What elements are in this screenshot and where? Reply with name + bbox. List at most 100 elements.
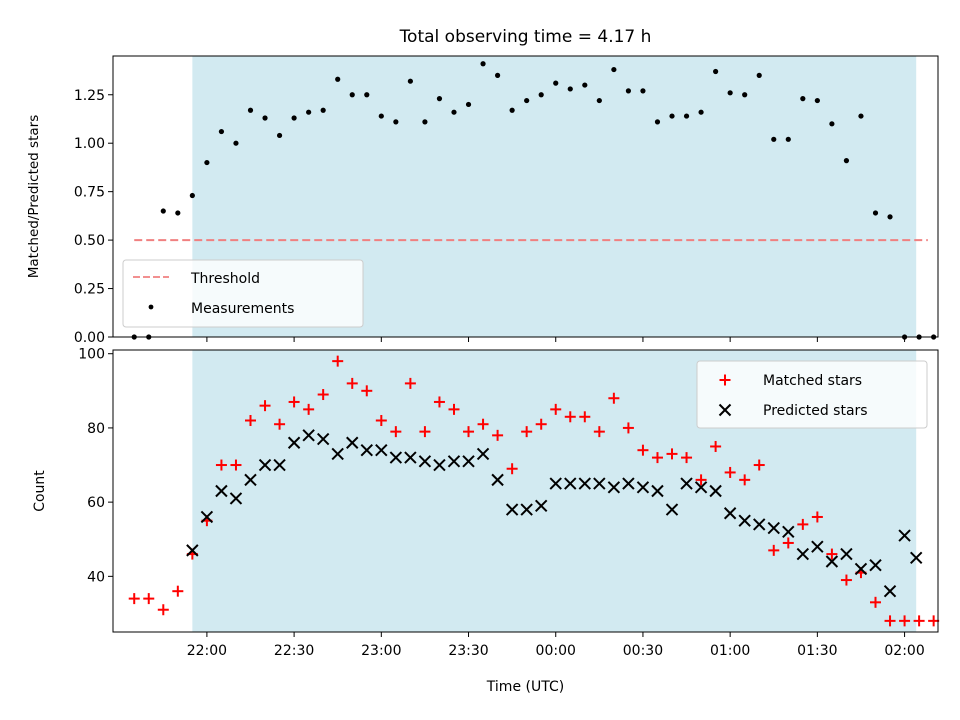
counts-legend-box [696,360,928,429]
measurement-point [480,61,486,67]
predicted-point [665,503,679,516]
time-x-axis: 22:00 22:30 23:00 23:30 00:00 00:30 01:00 01:30… [187,632,925,659]
ratio-panel: 0.00 0.25 0.50 0.75 1.00 1.25 Total observing… [26,27,939,346]
cross-stroke-b [753,518,766,531]
matched-point [492,429,504,441]
measurement-point [494,72,501,78]
matched-point [477,418,489,430]
legend-cross-mark [718,403,732,417]
measurement-point [393,119,399,125]
counts-legend: Matched stars Predicted stars [696,360,928,429]
predicted-point [462,455,475,468]
cross-stroke-b [723,507,737,520]
measurement-point [785,136,791,142]
measurement-point [640,88,646,94]
predicted-point [593,477,606,490]
counts-y-axis: 40 60 80 100 [78,347,113,585]
predicted-point [854,562,868,576]
matched-point [506,463,518,475]
predicted-point [375,443,388,457]
predicted-point [909,551,923,564]
predicted-point [258,458,272,472]
cross-stroke-b [883,584,897,598]
measurement-point [436,96,443,102]
measurement-point [262,115,268,121]
predicted-point [578,477,592,490]
predicted-point [273,458,286,472]
matched-point [579,411,591,423]
measurement-point [364,92,370,98]
cross-stroke-b [869,559,882,572]
measurement-point [858,113,864,119]
x-tick-label: 00:30 [623,643,663,659]
matched-point [419,426,431,438]
cross-stroke-b [909,551,923,564]
x-axis-label: Time (UTC) [486,679,564,695]
matched-point [681,452,693,464]
cross-stroke-b [244,473,257,487]
matched-point [143,593,155,605]
measurement-point [567,86,573,92]
x-tick-label: 22:30 [274,643,314,659]
matched-point [840,574,852,586]
legend-threshold-label: Threshold [190,271,260,287]
matched-point [695,474,707,486]
legend-measurements-label: Measurements [191,301,294,317]
predicted-point [200,510,214,524]
predicted-point [215,484,228,498]
cross-stroke-b [680,477,693,490]
predicted-point [622,477,635,490]
cross-stroke-b [622,477,635,490]
cross-stroke-b [346,436,359,449]
measurement-point [582,82,588,88]
ratio-x-axis [206,337,906,342]
measurement-point [320,107,326,113]
cross-stroke-b [840,547,853,561]
predicted-point [825,555,839,568]
matched-point [404,377,416,389]
cross-stroke-b [718,403,732,417]
measurement-point [669,113,675,119]
matched-point [593,426,605,438]
matched-point [782,537,794,549]
matched-point [375,415,387,426]
predicted-point [433,458,446,472]
measurement-point [451,109,457,115]
counts-y-axis-label: Count [32,470,48,512]
cross-stroke-b [302,429,315,442]
cross-stroke-b [389,451,403,464]
measurement-point [247,107,254,113]
measurement-point [233,140,239,146]
cross-stroke-b [186,544,199,557]
measurement-point [524,97,530,104]
ratio-legend: Threshold Measurements [122,259,364,328]
cross-stroke-b [898,529,911,542]
measurement-point [683,113,690,119]
matched-point [797,518,809,530]
cross-stroke-b [534,499,548,513]
cross-stroke-b [418,455,432,468]
x-tick-label: 00:00 [536,643,576,659]
measurement-point [814,97,820,104]
matched-point [535,418,547,430]
predicted-point [418,455,432,468]
matched-point [259,400,271,412]
matched-point [913,615,925,627]
measurement-point [378,113,384,119]
matched-point [317,389,329,401]
measurement-point [843,158,850,164]
cross-stroke-b [825,555,839,568]
legend-predicted-label: Predicted stars [763,403,868,419]
measurement-point [407,78,413,84]
matched-point [172,585,184,597]
predicted-point [680,477,693,490]
predicted-point [186,544,199,557]
predicted-point [229,492,243,505]
cross-stroke-b [782,525,795,539]
matched-point [739,474,751,486]
cross-stroke-b [520,503,533,516]
ratio-legend-box [122,259,364,328]
y-tick-label: 0.50 [74,233,105,249]
predicted-point [520,503,533,516]
